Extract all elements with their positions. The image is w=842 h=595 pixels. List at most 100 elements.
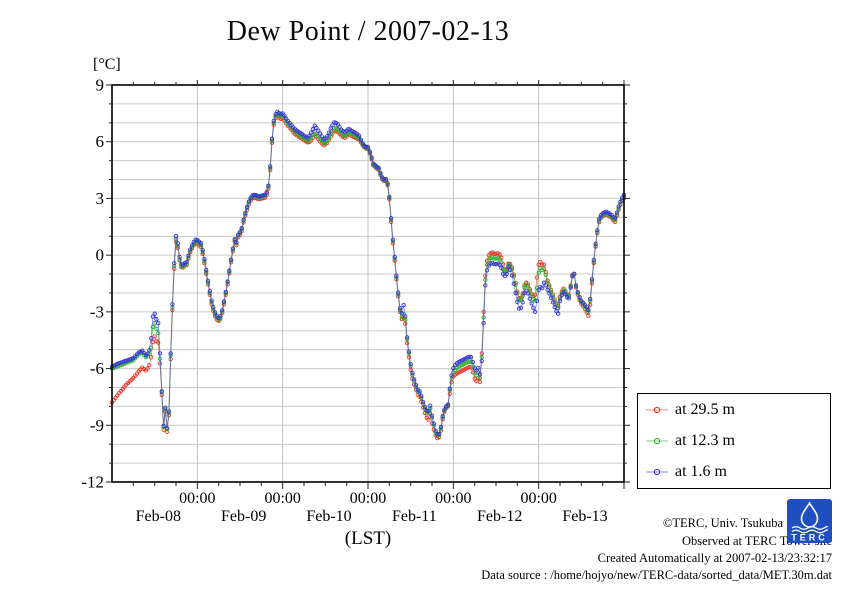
data-point-12.3m [150,324,156,330]
data-point-1.6m [202,257,207,262]
y-tick-label: -9 [90,416,104,435]
y-tick-label: 0 [96,246,105,265]
data-point-1.6m [188,247,193,252]
legend-marker-green [646,437,668,444]
data-point-29.5m [497,252,502,257]
data-point-1.6m [205,278,211,283]
data-point-1.6m [170,302,175,307]
data-point-1.6m [394,273,399,278]
x-tick-time-label: 00:00 [435,490,471,507]
data-point-1.6m [589,276,595,282]
data-point-1.6m [186,253,191,258]
data-point-1.6m [388,215,394,221]
data-point-1.6m [179,262,184,267]
data-point-1.6m [543,283,548,288]
data-point-1.6m [204,267,209,273]
data-point-1.6m [326,130,332,135]
data-point-1.6m [163,405,168,410]
data-point-1.6m [148,336,154,341]
x-tick-time-label: 00:00 [350,490,386,507]
legend-marker-circle [653,406,661,413]
wave-icon [791,525,828,530]
data-point-12.3m [536,270,541,275]
data-point-1.6m [243,210,248,216]
data-point-1.6m [438,424,444,430]
data-point-1.6m [156,321,161,326]
credit-data-source: Data source : /home/hojyo/new/TERC-data/… [481,568,832,582]
data-point-1.6m [260,193,266,198]
data-point-1.6m [413,382,419,388]
data-point-1.6m [189,243,195,248]
data-point-1.6m [618,199,623,204]
legend-item-1-6m: at 1.6 m [638,456,830,487]
data-point-1.6m [396,290,401,295]
credit-copyright: ©TERC, Univ. Tsukuba [662,516,783,530]
data-point-1.6m [436,431,442,437]
data-point-1.6m [552,304,557,310]
data-point-1.6m [376,165,381,171]
terc-logo: TERC [787,499,832,543]
data-point-1.6m [212,310,218,315]
data-point-1.6m [447,386,452,391]
y-tick-label: -12 [81,473,104,492]
legend-item-29-5m: at 29.5 m [638,394,830,425]
data-point-1.6m [534,298,540,303]
data-point-1.6m [177,254,182,260]
data-point-1.6m [428,403,433,408]
data-point-1.6m [548,295,554,300]
data-point-12.3m [497,257,502,262]
data-point-1.6m [445,402,451,407]
data-point-1.6m [173,234,179,239]
data-point-1.6m [435,432,440,437]
data-point-1.6m [225,279,230,284]
data-point-1.6m [563,291,568,297]
data-point-1.6m [356,133,362,138]
data-point-1.6m [168,351,173,356]
data-point-1.6m [429,413,435,418]
data-point-1.6m [412,377,417,382]
data-point-1.6m [476,365,481,371]
x-tick-time-label: 00:00 [520,490,556,507]
data-point-1.6m [383,176,388,182]
x-tick-date-label: Feb-09 [221,508,266,525]
legend-label: at 1.6 m [675,462,727,480]
y-tick-label: 3 [96,189,105,208]
data-point-1.6m [282,113,287,118]
terc-logo-background [787,499,832,543]
data-point-12.3m [483,277,488,282]
data-point-1.6m [470,359,476,365]
data-point-1.6m [513,290,518,296]
data-point-29.5m [152,334,157,339]
data-point-1.6m [616,204,621,209]
data-point-1.6m [246,199,252,204]
data-point-1.6m [591,257,596,263]
data-point-1.6m [209,298,214,303]
data-point-1.6m [586,307,591,313]
data-point-1.6m [442,407,447,412]
data-point-1.6m [612,215,618,221]
data-point-1.6m [433,428,438,433]
data-point-1.6m [159,389,164,394]
data-point-1.6m [518,305,524,310]
data-point-1.6m [221,299,227,304]
data-point-1.6m [252,192,257,198]
data-point-1.6m [431,421,436,426]
y-axis-unit-label: [°C] [93,56,121,73]
data-point-1.6m [540,285,545,291]
data-point-1.6m [365,145,371,150]
data-point-1.6m [408,362,413,367]
data-point-1.6m [308,130,314,135]
data-point-29.5m [541,262,547,267]
data-point-1.6m [220,308,225,313]
data-point-1.6m [328,126,333,131]
data-point-1.6m [547,291,552,296]
data-point-1.6m [417,389,422,394]
data-point-1.6m [484,268,490,273]
data-point-1.6m [499,265,504,271]
data-point-1.6m [511,281,516,286]
data-point-1.6m [401,302,406,308]
y-tick-label: -3 [90,302,104,321]
data-point-1.6m [269,136,275,142]
data-point-1.6m [404,335,410,340]
data-point-1.6m [556,311,561,316]
